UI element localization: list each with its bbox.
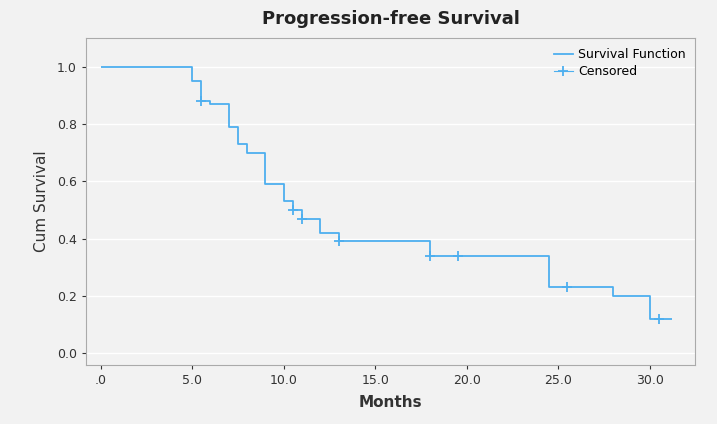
Y-axis label: Cum Survival: Cum Survival (34, 151, 49, 252)
X-axis label: Months: Months (359, 395, 422, 410)
Point (424, 252, 436, 259)
Point (333, 238, 344, 245)
Point (287, 206, 298, 213)
Point (561, 284, 573, 291)
Legend: Survival Function, Censored: Survival Function, Censored (551, 45, 689, 82)
Point (296, 215, 308, 222)
Point (452, 252, 463, 259)
Point (196, 98, 207, 105)
Title: Progression-free Survival: Progression-free Survival (262, 10, 520, 28)
Point (653, 315, 665, 322)
